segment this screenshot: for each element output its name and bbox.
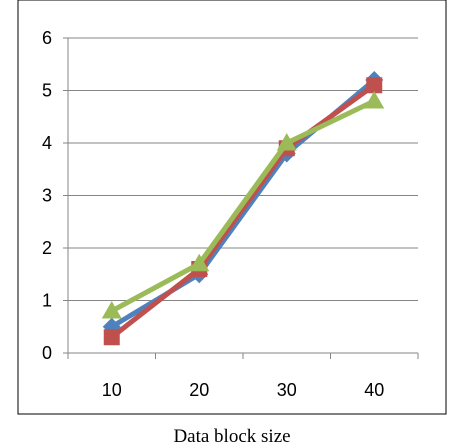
series-3-line — [109, 98, 377, 314]
axes — [63, 37, 419, 359]
x-axis-label: Data block size — [173, 426, 290, 447]
y-tick-label: 1 — [42, 291, 52, 311]
x-tick-label: 20 — [189, 380, 209, 400]
y-tick-label: 3 — [42, 186, 52, 206]
series-2-point — [366, 77, 383, 94]
series-2-line — [109, 82, 377, 340]
x-tick-label: 30 — [277, 380, 297, 400]
series-3-point — [189, 253, 210, 272]
series-2-point — [103, 329, 120, 346]
y-tick-label: 4 — [42, 133, 52, 153]
x-tick-label: 10 — [102, 380, 122, 400]
y-tick-label: 6 — [42, 28, 52, 48]
x-tick-labels: 10 20 30 40 — [102, 380, 385, 400]
x-tick-label: 40 — [364, 380, 384, 400]
series-group — [101, 71, 385, 346]
y-tick-label: 5 — [42, 81, 52, 101]
y-tick-label: 0 — [42, 343, 52, 363]
y-tick-label: 2 — [42, 238, 52, 258]
series-3-point — [101, 301, 122, 319]
gridlines — [68, 37, 418, 301]
chart-area-border — [17, 0, 447, 415]
y-tick-labels: 0 1 2 3 4 5 6 — [42, 28, 52, 363]
series-3 — [101, 91, 385, 319]
series-3-point — [276, 133, 297, 151]
series-3-point — [364, 91, 385, 109]
